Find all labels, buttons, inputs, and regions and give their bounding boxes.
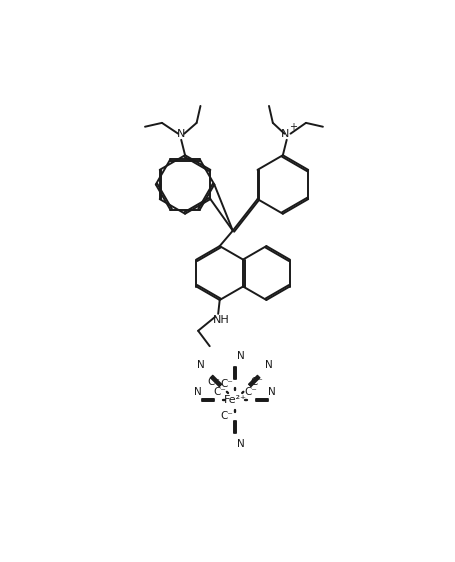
Text: N: N [238,351,245,361]
Text: C⁻: C⁻ [213,387,226,397]
Text: N: N [197,360,205,370]
Text: N: N [194,387,202,397]
Text: C⁻: C⁻ [207,377,220,387]
Text: NH: NH [213,315,230,325]
Text: N: N [238,439,245,450]
Text: C⁻: C⁻ [244,387,257,397]
Text: N: N [281,129,289,139]
Text: C⁻: C⁻ [220,411,233,422]
Text: +: + [289,122,297,132]
Text: C⁻: C⁻ [220,379,233,389]
Text: Fe²⁺: Fe²⁺ [223,395,247,405]
Text: N: N [265,360,273,370]
Text: N: N [268,387,276,397]
Text: C⁻: C⁻ [250,377,263,387]
Text: N: N [177,129,185,139]
